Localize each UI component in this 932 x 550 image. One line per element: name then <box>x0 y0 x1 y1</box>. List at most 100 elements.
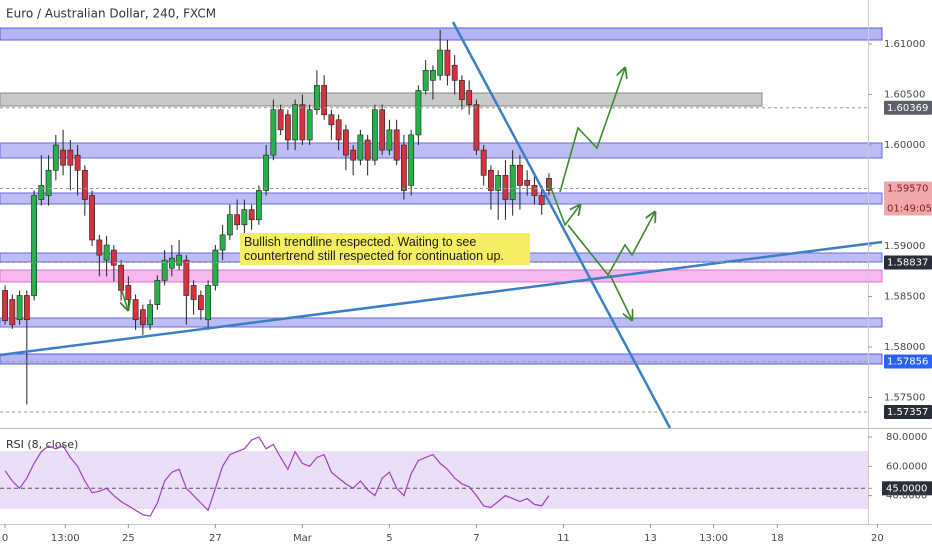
zone <box>0 317 883 328</box>
countdown: 01:49:05 <box>887 203 932 214</box>
candle-body <box>386 129 393 151</box>
candle-body <box>89 195 95 241</box>
candle-body <box>509 164 516 200</box>
candle-body <box>103 244 110 261</box>
trendline <box>0 240 883 357</box>
candle-body <box>321 85 328 116</box>
candle-body <box>480 149 487 176</box>
candle-body <box>292 104 299 141</box>
x-tick-label: 13:00 <box>699 533 728 544</box>
candle-body <box>379 109 386 151</box>
candle-body <box>270 109 277 156</box>
candle-body <box>154 280 161 305</box>
candle-body <box>277 109 284 131</box>
y-tick-label: 60.0000 <box>886 461 927 472</box>
candle-body <box>139 309 146 326</box>
candle-body <box>234 214 241 226</box>
candle-body <box>241 209 248 226</box>
candle-body <box>125 285 132 300</box>
price-label: 1.57856 <box>887 357 928 368</box>
candle-body <box>110 249 117 266</box>
candle-body <box>255 190 262 221</box>
candle-body <box>372 109 378 161</box>
candle-body <box>393 129 400 161</box>
candle-body <box>2 290 8 322</box>
candle-body <box>132 299 139 321</box>
candle-body <box>473 104 480 151</box>
zone <box>0 27 883 41</box>
candle-body <box>67 149 74 166</box>
x-tick-label: 13:00 <box>51 533 80 544</box>
arrow <box>609 274 632 320</box>
price-label-box <box>884 100 932 115</box>
candle-body <box>212 249 219 286</box>
x-tick-label: 25 <box>122 533 135 544</box>
price-label: 1.59570 <box>887 183 928 194</box>
candle-body <box>401 144 407 191</box>
price-label-box <box>884 255 932 270</box>
candle-body <box>147 304 154 326</box>
candle-body <box>502 175 509 200</box>
rsi-title: RSI (8, close) <box>6 438 78 451</box>
candle-body <box>451 64 458 81</box>
trendline <box>451 21 672 429</box>
candle-body <box>31 195 37 296</box>
candle-body <box>81 169 88 200</box>
x-tick-label: 11 <box>557 533 570 544</box>
drawings <box>0 21 883 429</box>
zone <box>0 192 883 205</box>
candle-body <box>16 295 23 321</box>
candle-body <box>197 295 204 310</box>
candle-body <box>161 259 168 281</box>
candle-body <box>176 254 183 266</box>
arrow <box>119 284 128 310</box>
candle-body <box>60 149 66 166</box>
y-tick-label: 1.61000 <box>884 39 925 50</box>
zone <box>0 269 883 283</box>
candle-body <box>517 164 523 186</box>
candle-body <box>437 49 444 76</box>
candle-body <box>38 185 45 200</box>
y-tick-label: 1.58000 <box>884 342 925 353</box>
candle-body <box>190 285 197 300</box>
candle-body <box>226 214 233 236</box>
y-tick-label: 1.60500 <box>884 90 925 101</box>
x-tick-label: 18 <box>771 533 784 544</box>
candle-body <box>183 259 190 296</box>
candle-body <box>74 154 81 171</box>
candle-body <box>168 257 175 269</box>
candle-body <box>23 295 30 321</box>
price-label: 1.58837 <box>887 257 928 268</box>
rsi-band <box>0 451 868 509</box>
candle-body <box>219 234 226 251</box>
x-tick-label: 7 <box>473 533 479 544</box>
arrow <box>547 179 580 227</box>
candle-body <box>328 114 335 126</box>
candle-body <box>459 80 465 100</box>
candle-body <box>284 114 291 141</box>
candle-body <box>364 139 371 161</box>
candle-body <box>357 134 364 161</box>
tick-box <box>882 481 932 496</box>
candle-body <box>430 69 436 81</box>
annotation: Bullish trendline respected. Waiting to … <box>240 233 530 265</box>
price-label-box <box>884 354 932 369</box>
rsi-line <box>4 436 550 517</box>
candle-body <box>263 154 270 191</box>
arrow <box>559 68 625 193</box>
x-tick-label: 20 <box>871 533 884 544</box>
x-tick-label: 0 <box>2 533 8 544</box>
zone <box>0 92 763 107</box>
zone <box>0 353 883 365</box>
candle-body <box>524 180 531 186</box>
candle-body <box>342 129 349 156</box>
y-tick-label: 1.58500 <box>884 292 925 303</box>
price-label: 1.57357 <box>887 407 928 418</box>
zones <box>0 27 883 365</box>
candle-body <box>45 169 52 196</box>
zone <box>0 142 883 159</box>
y-tick-label: 1.59000 <box>884 241 925 252</box>
candle-body <box>466 90 473 105</box>
